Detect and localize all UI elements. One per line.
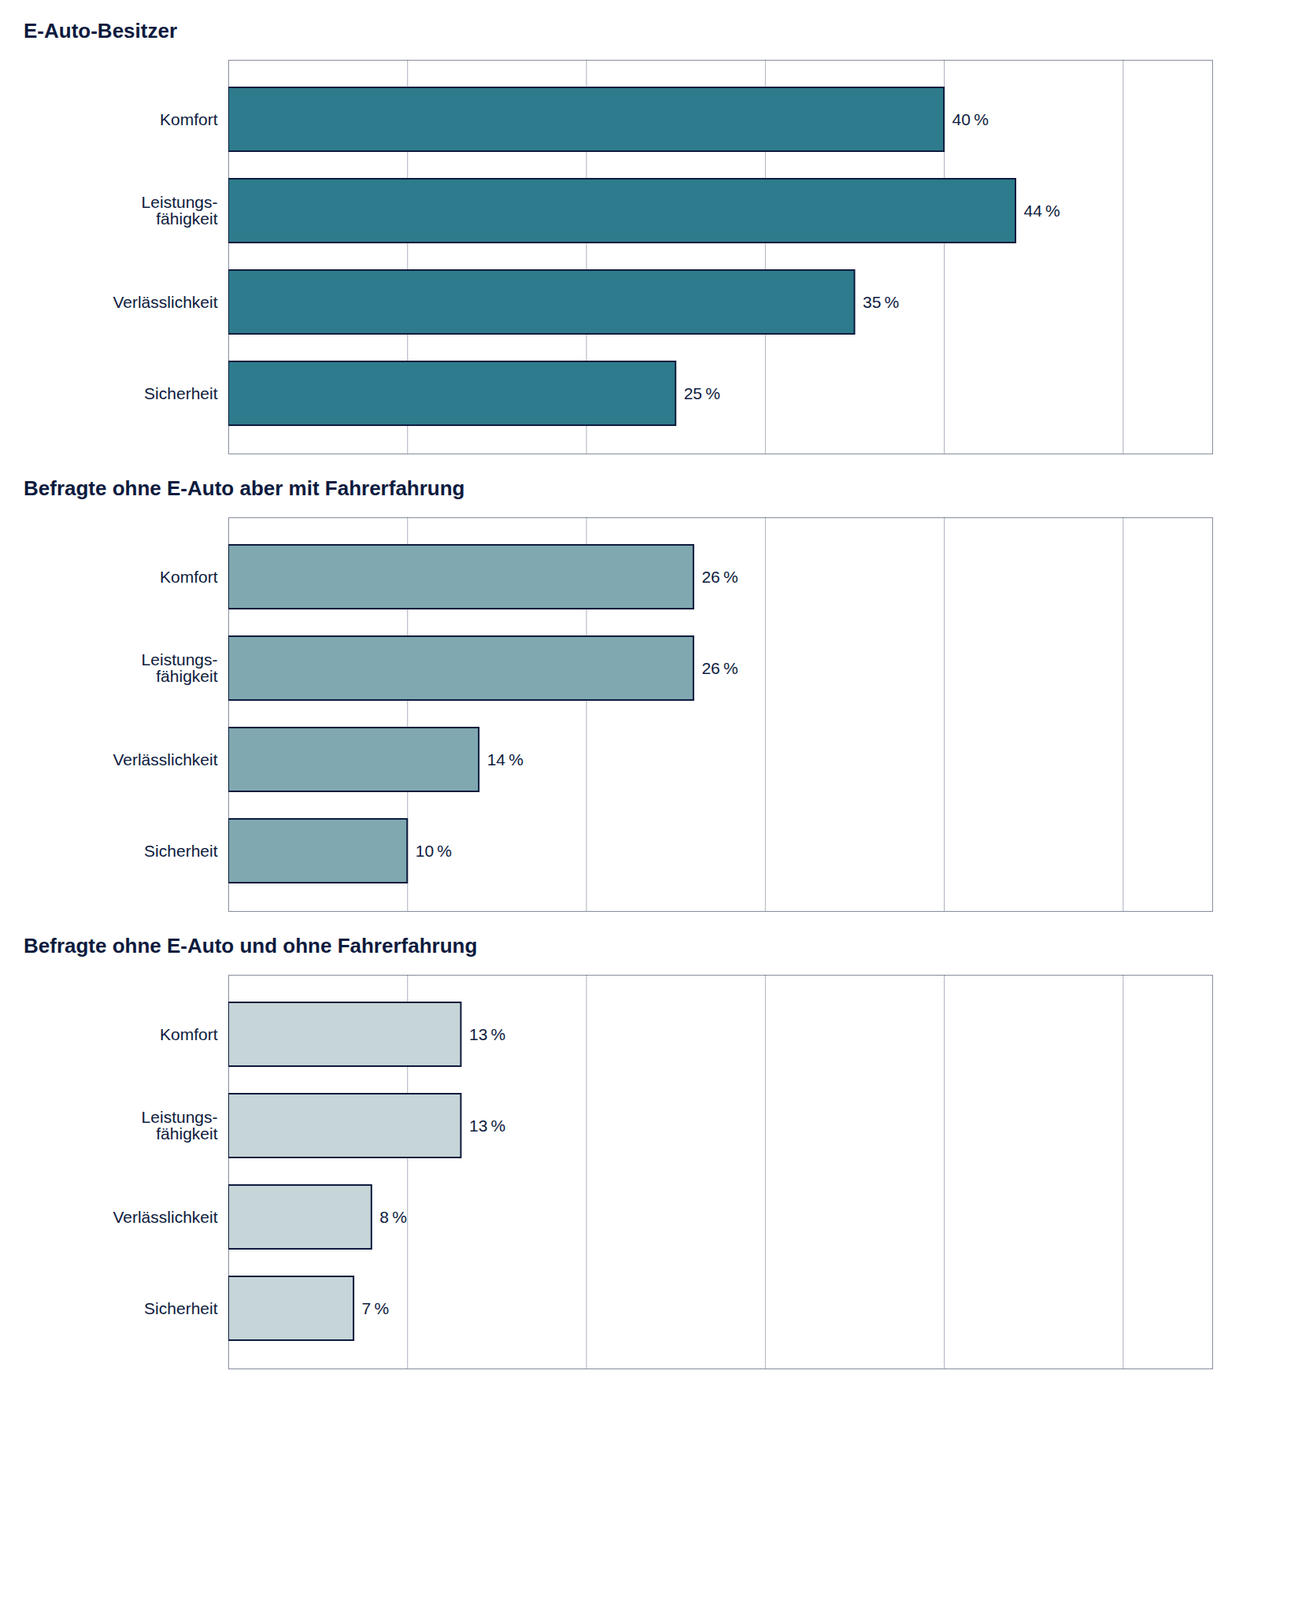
html-text:Befragte ohne E-Auto und ohne: Befragte ohne E-Auto und ohne Fahrerfahr… — [23, 933, 478, 958]
html-text:Befragte ohne E-Auto aber mit: Befragte ohne E-Auto aber mit Fahrerfahr… — [23, 476, 465, 500]
svg-text:8 %: 8 % — [379, 1207, 407, 1226]
svg-text:Sicherheit: Sicherheit — [144, 841, 219, 860]
svg-text:Leistungs-fähigkeit: Leistungs-fähigkeit — [141, 1107, 219, 1143]
svg-text:Sicherheit: Sicherheit — [144, 384, 219, 403]
svg-text:Leistungs-fähigkeit: Leistungs-fähigkeit — [141, 650, 219, 685]
svg-text:Verlässlichkeit: Verlässlichkeit — [112, 750, 218, 769]
svg-text:Komfort: Komfort — [159, 567, 219, 586]
svg-text:14 %: 14 % — [487, 750, 524, 769]
svg-text:40 %: 40 % — [952, 110, 989, 129]
svg-text:13 %: 13 % — [469, 1024, 506, 1044]
svg-text:26 %: 26 % — [701, 567, 738, 586]
svg-text:44 %: 44 % — [1024, 201, 1061, 220]
svg-text:Komfort: Komfort — [159, 110, 219, 129]
svg-text:13 %: 13 % — [469, 1116, 506, 1135]
svg-text:Verlässlichkeit: Verlässlichkeit — [112, 292, 218, 311]
svg-text:35 %: 35 % — [862, 292, 899, 311]
svg-text:Verlässlichkeit: Verlässlichkeit — [112, 1207, 218, 1226]
svg-text:10 %: 10 % — [415, 841, 452, 860]
svg-text:26 %: 26 % — [701, 658, 738, 677]
svg-text:7 %: 7 % — [362, 1298, 390, 1317]
svg-text:Sicherheit: Sicherheit — [144, 1298, 219, 1317]
html-text:E-Auto-Besitzer: E-Auto-Besitzer — [23, 18, 178, 43]
svg-text:Leistungs-fähigkeit: Leistungs-fähigkeit — [141, 192, 219, 228]
svg-text:25 %: 25 % — [684, 384, 721, 403]
svg-text:Komfort: Komfort — [159, 1024, 219, 1044]
